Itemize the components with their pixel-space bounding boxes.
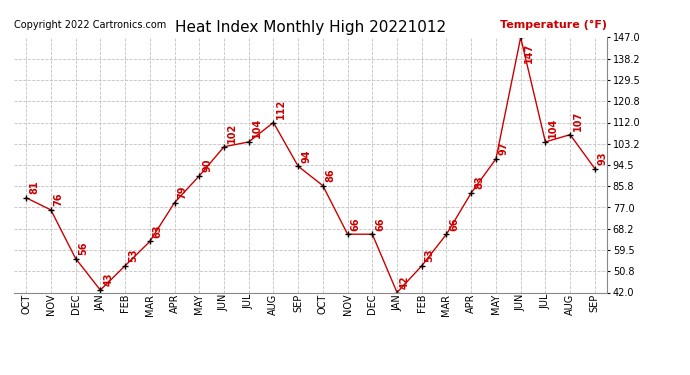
Text: 90: 90	[202, 159, 213, 172]
Text: Temperature (°F): Temperature (°F)	[500, 20, 607, 30]
Text: 97: 97	[499, 142, 509, 155]
Text: 104: 104	[252, 118, 262, 138]
Text: 79: 79	[177, 186, 188, 199]
Text: 102: 102	[227, 123, 237, 143]
Text: 81: 81	[29, 180, 39, 194]
Text: 104: 104	[549, 118, 558, 138]
Text: 94: 94	[301, 149, 311, 163]
Text: 112: 112	[277, 99, 286, 119]
Text: 63: 63	[152, 224, 163, 238]
Text: Copyright 2022 Cartronics.com: Copyright 2022 Cartronics.com	[14, 20, 166, 30]
Text: 66: 66	[449, 217, 460, 231]
Text: 53: 53	[128, 249, 138, 262]
Text: 83: 83	[474, 176, 484, 189]
Text: 66: 66	[375, 217, 385, 231]
Text: 76: 76	[54, 193, 64, 206]
Text: 107: 107	[573, 111, 583, 131]
Text: 43: 43	[104, 273, 113, 286]
Text: 66: 66	[351, 217, 361, 231]
Text: 147: 147	[524, 42, 533, 63]
Text: 93: 93	[598, 152, 608, 165]
Text: 56: 56	[79, 242, 88, 255]
Text: 86: 86	[326, 168, 336, 182]
Title: Heat Index Monthly High 20221012: Heat Index Monthly High 20221012	[175, 20, 446, 35]
Text: 53: 53	[425, 249, 435, 262]
Text: 42: 42	[400, 275, 410, 289]
